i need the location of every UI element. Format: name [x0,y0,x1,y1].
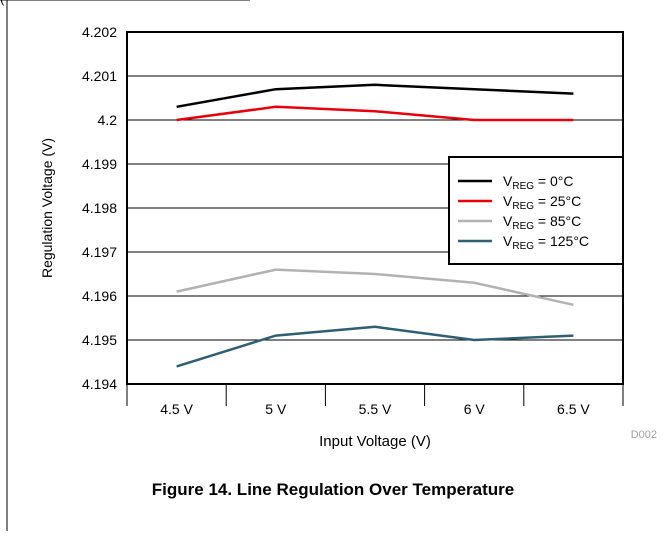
legend-entry-label: VREG = 25°C [503,193,581,212]
y-axis-label: Regulation Voltage (V) [39,138,55,278]
x-tick-label: 6 V [464,401,486,417]
y-tick-label: 4.197 [82,244,117,260]
y-tick-label: 4.198 [82,200,117,216]
series-line-1 [176,83,574,109]
y-tick-label: 4.195 [82,332,117,348]
figure-caption: Figure 14. Line Regulation Over Temperat… [151,480,515,499]
y-tick-label: 4.194 [82,376,117,392]
y-tick-label: 4.2 [98,112,118,128]
y-tick-label: 4.196 [82,288,117,304]
legend-entry-label: VREG = 85°C [503,213,581,232]
x-axis-tick-labels: 4.5 V 5 V 5.5 V 6 V 6.5 V [126,384,624,417]
figure-code: D002 [631,429,657,441]
series-line-3 [176,268,574,307]
y-tick-label: 4.201 [82,68,117,84]
y-tick-label: 4.199 [82,156,117,172]
legend-entry-label: VREG = 0°C [503,173,573,192]
x-tick-label: 6.5 V [557,401,590,417]
y-tick-label: 4.202 [82,24,117,40]
x-tick-label: 5.5 V [359,401,392,417]
y-axis-tick-labels: 4.194 4.195 4.196 4.197 4.198 4.199 4.2 4.201 4.… [82,24,117,392]
x-axis-label: Input Voltage (V) [319,433,431,450]
cropped-heading-fragment: ( [0,0,4,6]
series-line-4 [176,325,574,368]
series-line-2 [176,105,574,122]
legend-box [448,156,624,265]
x-tick-label: 4.5 V [160,401,193,417]
data-series [176,83,574,368]
x-tick-label: 5 V [265,401,287,417]
legend-entry-label: VREG = 125°C [503,233,589,252]
gridlines [127,75,623,341]
